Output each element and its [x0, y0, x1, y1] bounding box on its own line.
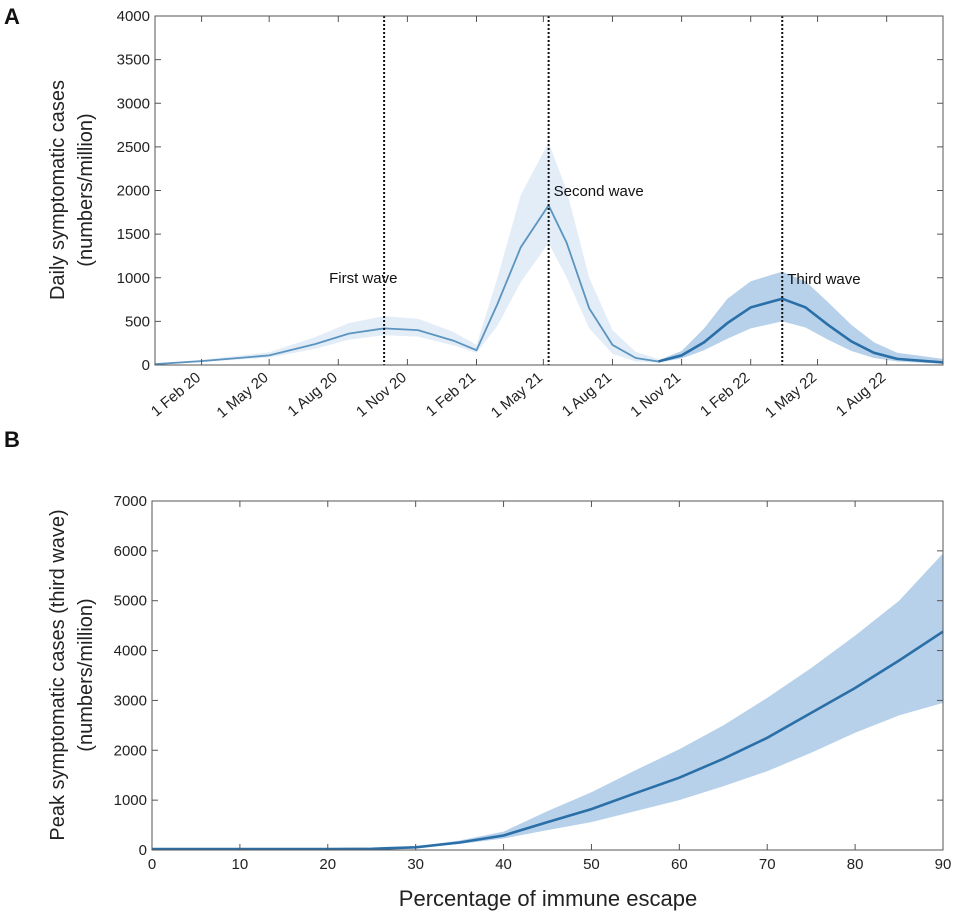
- chart-b-xtick-label: 70: [759, 856, 776, 873]
- chart-a-xtick-label: 1 May 21: [488, 369, 546, 422]
- wave-marker-label-2: Third wave: [787, 271, 860, 288]
- chart-a-ytick-label: 3000: [117, 95, 150, 112]
- chart-a-ylabel-line1: Daily symptomatic cases: [47, 80, 69, 300]
- chart-a-band-1: [658, 271, 943, 364]
- chart-b-xtick-label: 20: [319, 856, 336, 873]
- chart-a-xtick-label: 1 May 22: [762, 369, 820, 422]
- chart-a-xtick-label: 1 Nov 21: [627, 369, 684, 421]
- chart-a-xtick-label: 1 Aug 22: [833, 369, 889, 420]
- chart-b-xtick-label: 10: [232, 856, 249, 873]
- chart-a-ytick-label: 2000: [117, 183, 150, 200]
- panel-label-a: A: [4, 4, 20, 29]
- chart-b-xtick-label: 60: [671, 856, 688, 873]
- chart-a-line-0: [154, 203, 659, 365]
- chart-b-ytick-label: 2000: [114, 742, 147, 759]
- wave-marker-label-1: Second wave: [554, 183, 644, 200]
- chart-b-xtick-label: 90: [935, 856, 952, 873]
- chart-b-xtick-label: 50: [583, 856, 600, 873]
- chart-a-ytick-label: 3500: [117, 52, 150, 69]
- chart-b-xtick-label: 80: [847, 856, 864, 873]
- chart-b-line-0: [152, 630, 944, 851]
- chart-b-ytick-label: 4000: [114, 643, 147, 660]
- chart-a-ytick-label: 1000: [117, 270, 150, 287]
- chart-b-xtick-label: 40: [495, 856, 512, 873]
- chart-b-xtick-label: 30: [407, 856, 424, 873]
- chart-b-xlabel: Percentage of immune escape: [399, 886, 697, 911]
- chart-b-xtick-label: 0: [148, 856, 156, 873]
- chart-b-band-0: [152, 553, 943, 850]
- chart-a-xtick-label: 1 Feb 22: [697, 369, 753, 420]
- chart-b: 0 1000 2000 3000 4000 5000 6000 7000 0 10 20 30 40 5…: [47, 493, 951, 911]
- chart-a-xtick-label: 1 Feb 20: [148, 369, 204, 420]
- chart-b-ytick-label: 5000: [114, 593, 147, 610]
- panel-label-b: B: [4, 427, 20, 452]
- chart-a-ytick-label: 500: [125, 313, 150, 330]
- chart-a-band-0: [155, 142, 659, 365]
- wave-marker-label-0: First wave: [329, 270, 397, 287]
- chart-b-ytick-label: 3000: [114, 692, 147, 709]
- chart-b-ytick-label: 1000: [114, 792, 147, 809]
- chart-a-xtick-label: 1 Aug 20: [285, 369, 341, 420]
- chart-a-ytick-label: 0: [142, 357, 150, 374]
- chart-a-ytick-label: 4000: [117, 8, 150, 25]
- chart-a-xtick-label: 1 Nov 20: [353, 369, 410, 421]
- chart-b-ylabel-line1: Peak symptomatic cases (third wave): [47, 509, 69, 840]
- chart-b-ylabel-line2: (numbers/million): [75, 598, 97, 751]
- chart-a-xtick-label: 1 May 20: [214, 369, 272, 422]
- chart-b-ytick-label: 7000: [114, 493, 147, 510]
- chart-b-ytick-label: 6000: [114, 543, 147, 560]
- chart-a-ylabel-line2: (numbers/million): [75, 113, 97, 266]
- chart-a-ytick-label: 1500: [117, 226, 150, 243]
- chart-a-ytick-label: 2500: [117, 139, 150, 156]
- chart-b-ytick-label: 0: [139, 842, 147, 859]
- chart-b-frame: [151, 500, 944, 851]
- chart-a-xtick-label: 1 Feb 21: [423, 369, 479, 420]
- chart-a-line-1: [657, 297, 944, 364]
- chart-a: First wave Second wave Third wave 0 500 1000…: [47, 8, 944, 422]
- chart-a-xtick-label: 1 Aug 21: [559, 369, 615, 420]
